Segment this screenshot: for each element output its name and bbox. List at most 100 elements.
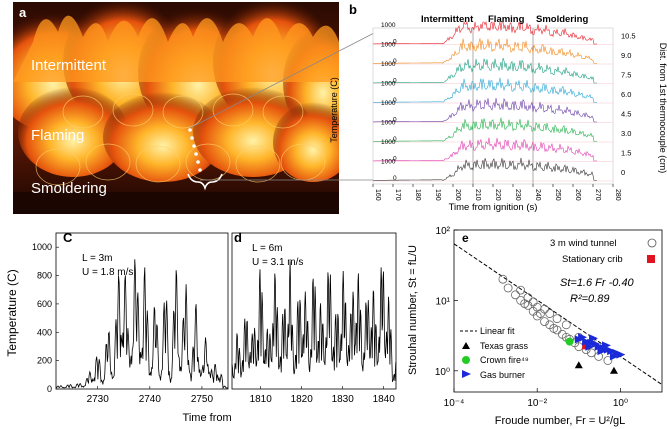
b-xtick-label-4: 200: [454, 189, 461, 201]
e-point-4-1: [582, 337, 592, 346]
e-point-0-30: [528, 297, 538, 307]
legend-grass-marker: [462, 342, 470, 349]
panel-b-ylabel: Temperature (C): [329, 77, 339, 143]
panel-b-letter: b: [349, 2, 357, 17]
thermocouple-dots: [188, 128, 202, 172]
legend-crown-marker: [462, 356, 470, 364]
legend-fit: Linear fit: [480, 326, 515, 336]
panel-e-chart: 10⁻⁴ 10⁻² 10⁰ 10⁰ 10¹ 10² e 3 m wind tunnel S…: [407, 226, 663, 427]
trace-tick-1000-7: 1000: [381, 158, 396, 165]
legend-crib: Stationary crib: [562, 254, 623, 265]
b-xtick-label-6: 220: [494, 189, 501, 201]
e-point-0-22: [516, 285, 526, 295]
trace-tick-0-4: 0: [393, 117, 397, 124]
trace-7: [373, 157, 597, 181]
b-xtick-label-3: 190: [434, 189, 441, 201]
trace-6: [373, 137, 598, 162]
e-point-4-13: [609, 352, 619, 361]
legend-grass: Texas grass: [480, 341, 529, 351]
distance-label-2: 7.5: [621, 71, 631, 80]
trace-tick-0-0: 0: [393, 39, 397, 46]
panel-c-annotation-l: L = 3m: [82, 253, 112, 264]
fire-illustration: [13, 2, 339, 214]
region-intermittent: Intermittent: [421, 14, 474, 25]
trace-4: [373, 97, 598, 123]
e-point-0-2: [511, 290, 520, 300]
legend-wind-tunnel: 3 m wind tunnel: [550, 238, 617, 249]
e-xtick-label-0: 10⁻⁴: [444, 398, 465, 409]
fire-label-intermittent: Intermittent: [31, 57, 107, 74]
distance-label-5: 3.0: [621, 129, 631, 138]
trace-tick-0-7: 0: [393, 175, 397, 182]
trace-tick-1000-0: 1000: [381, 22, 396, 29]
e-point-0-0: [498, 274, 508, 284]
d-xtick-label-2: 1830: [332, 394, 355, 405]
panel-d-annotation-u: U = 3.1 m/s: [252, 257, 303, 268]
panel-c-plot-area: [55, 232, 229, 390]
distance-label-0: 10.5: [621, 32, 636, 41]
e-point-4-9: [616, 350, 626, 359]
e-point-0-31: [540, 304, 549, 314]
distance-label-1: 9.0: [621, 51, 631, 60]
c-ytick-label-4: 800: [37, 271, 52, 281]
trace-tick-1000-6: 1000: [381, 139, 396, 146]
e-ytick-label-1: 10¹: [436, 296, 451, 307]
panel-e-letter: e: [462, 231, 469, 245]
e-ytick-label-0: 10⁰: [435, 367, 450, 378]
e-point-2-0: [574, 361, 583, 369]
e-point-2-1: [609, 366, 618, 374]
trace-tick-1000-1: 1000: [381, 41, 396, 48]
c-ytick-label-5: 1000: [32, 242, 52, 252]
c-ytick-label-3: 600: [37, 299, 52, 309]
b-xtick-label-0: 160: [374, 189, 381, 201]
e-point-4-12: [597, 347, 607, 356]
trace-5: [373, 117, 597, 143]
trace-tick-0-1: 0: [393, 58, 397, 65]
panel-e-xlabel: Froude number, Fr = U²/gL: [495, 415, 626, 427]
e-point-4-14: [601, 341, 611, 350]
legend-burner: Gas burner: [480, 370, 525, 380]
panel-d-trace: [231, 261, 397, 382]
trace-tick-0-2: 0: [393, 78, 397, 85]
panel-e-ylabel: Strouhal number, St = fL/U: [407, 245, 419, 375]
panel-c-letter: C: [63, 230, 73, 245]
e-point-0-21: [603, 356, 613, 365]
panel-c-annotation-u: U = 1.8 m/s: [82, 267, 133, 278]
panel-d-annotation-l: L = 6m: [252, 243, 282, 254]
trace-1: [373, 38, 598, 64]
e-point-0-26: [552, 314, 562, 324]
b-xtick-label-5: 210: [474, 189, 481, 201]
e-xtick-label-1: 10⁻²: [527, 398, 547, 409]
region-smoldering: Smoldering: [536, 14, 588, 25]
crib-brace: [187, 173, 223, 191]
e-point-3-0: [565, 337, 574, 346]
c-xtick-label-1: 2740: [139, 394, 162, 405]
panel-e-plot-area: [453, 229, 663, 393]
distance-label-7: 0: [621, 168, 625, 177]
distance-label-6: 1.5: [621, 149, 631, 158]
e-point-0-27: [561, 320, 571, 330]
e-point-0-19: [586, 348, 596, 358]
panel-a-letter: a: [19, 5, 27, 20]
e-ytick-label-2: 10²: [436, 226, 451, 237]
panel-d-plot-area: [231, 232, 397, 390]
e-point-4-7: [607, 347, 617, 356]
panel-c-ylabel: Temperature (C): [5, 269, 19, 356]
trace-tick-1000-3: 1000: [381, 80, 396, 87]
b-xtick-label-10: 260: [574, 189, 581, 201]
region-flaming: Flaming: [488, 14, 525, 25]
legend-crown: Crown fire⁴⁹: [480, 355, 529, 365]
e-point-0-12: [552, 325, 562, 335]
b-xtick-label-9: 250: [554, 189, 561, 201]
panel-b-ylabel-right: Dist. from 1st thermocouple (cm): [658, 43, 667, 174]
panel-c-chart: 0 200 400 600 800 1000 2730 2740 2750 L = 3m U …: [5, 232, 235, 424]
panel-e-r2: R²=0.89: [570, 293, 609, 305]
panel-d-chart: 1810 1820 1830 1840 L = 6m U = 3.1 m/s: [231, 232, 397, 405]
distance-label-3: 6.0: [621, 90, 631, 99]
fire-label-flaming: Flaming: [31, 127, 85, 144]
b-xtick-label-11: 270: [594, 189, 601, 201]
panel-c-trace: [55, 259, 229, 389]
e-point-4-11: [585, 342, 595, 351]
panel-b-chart: 1000010.5100009.0100007.5100006.0100004.…: [329, 14, 667, 213]
